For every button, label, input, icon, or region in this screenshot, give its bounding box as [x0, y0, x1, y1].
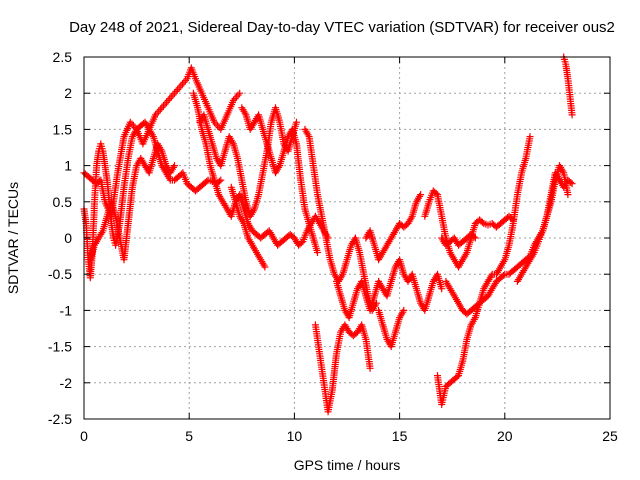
series-track-k: [362, 191, 425, 264]
series-track-c: [86, 140, 178, 264]
plus-point: [166, 95, 174, 103]
plus-point: [568, 111, 576, 119]
data-marks: [80, 53, 576, 416]
plus-point: [314, 249, 321, 256]
plus-point: [568, 180, 576, 188]
plot-frame: [83, 56, 611, 420]
series-track-l: [375, 306, 408, 351]
series-track-n: [438, 230, 479, 249]
series-track-o: [434, 133, 534, 408]
plus-point: [158, 104, 166, 112]
x-tick-label: 5: [185, 428, 193, 444]
plus-point: [171, 89, 178, 97]
plus-point: [159, 102, 167, 110]
y-tick-label: 1.5: [53, 121, 73, 137]
plus-point: [167, 93, 175, 101]
series-track-j: [333, 256, 446, 322]
axis-ticks: 0 5 10 15 20 25 -2.5 -2 -1.5 -1 -0.5 0 0.5 1 1.5 2 2.5: [48, 49, 618, 444]
plus-point: [526, 133, 534, 141]
plus-point: [155, 107, 163, 115]
y-tick-label: -2.5: [48, 411, 72, 427]
plus-point: [261, 263, 269, 271]
plus-point: [293, 118, 300, 126]
y-tick-label: 0.5: [53, 194, 73, 210]
plus-point: [217, 176, 225, 184]
y-tick-label: 1: [64, 158, 72, 174]
plus-point: [171, 162, 178, 170]
y-tick-label: -1.5: [48, 339, 72, 355]
plus-point: [215, 177, 223, 185]
y-tick-label: 0: [64, 230, 72, 246]
series-track-b: [80, 118, 225, 282]
series-track-i: [311, 321, 374, 416]
y-tick-label: -2: [60, 375, 73, 391]
x-tick-label: 15: [392, 428, 408, 444]
plus-point: [161, 100, 169, 108]
plus-point: [236, 89, 244, 97]
series-track-h: [301, 125, 380, 314]
x-tick-label: 25: [602, 428, 618, 444]
y-tick-label: -1: [60, 302, 73, 318]
series-track-r: [560, 53, 576, 119]
series-track-f: [238, 104, 321, 256]
plus-point: [400, 306, 408, 314]
plus-point: [169, 91, 177, 99]
plus-point: [373, 299, 380, 307]
y-tick-label: 2: [64, 85, 72, 101]
plus-point: [417, 191, 425, 199]
grid-lines: [84, 57, 610, 419]
series-track-q: [513, 162, 572, 285]
y-tick-label: -0.5: [48, 266, 72, 282]
plus-point: [499, 271, 507, 279]
y-tick-label: 2.5: [53, 49, 73, 65]
plus-point: [233, 93, 240, 101]
plus-point: [471, 234, 479, 242]
x-tick-label: 20: [497, 428, 513, 444]
y-axis-title: SDTVAR / TECUs: [5, 182, 21, 294]
series-track-g: [227, 183, 269, 271]
plus-point: [175, 84, 183, 92]
plus-point: [172, 87, 180, 95]
plus-point: [156, 106, 164, 113]
plus-point: [366, 364, 374, 372]
plus-point: [438, 285, 446, 293]
chart-title: Day 248 of 2021, Sidereal Day-to-day VTE…: [69, 19, 615, 36]
plus-point: [180, 78, 188, 86]
series-track-d: [189, 89, 332, 249]
x-tick-label: 10: [287, 428, 303, 444]
plus-point: [564, 191, 572, 199]
x-axis-title: GPS time / hours: [294, 457, 401, 473]
plus-point: [567, 179, 575, 186]
plus-point: [174, 86, 182, 94]
plus-point: [470, 233, 478, 241]
x-tick-label: 0: [80, 428, 88, 444]
plus-point: [234, 91, 242, 99]
